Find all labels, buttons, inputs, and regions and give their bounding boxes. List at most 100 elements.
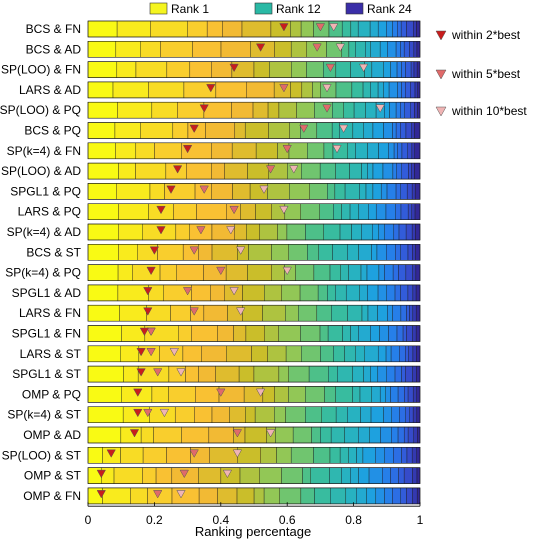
bar-segment: [378, 142, 389, 160]
bar-segment: [407, 426, 414, 444]
row-label: SP(k=4) & FN: [7, 144, 81, 158]
bar-segment: [400, 20, 407, 38]
bar-segment: [241, 20, 272, 38]
bar-segment: [87, 426, 122, 444]
bar-segment: [87, 223, 119, 241]
bar-segment: [217, 325, 234, 342]
legend-label: Rank 24: [367, 2, 412, 16]
bar-segment: [289, 183, 310, 200]
bar-segment: [361, 305, 369, 322]
bar-row: [87, 183, 421, 200]
bar-segment: [355, 142, 368, 160]
bar-segment: [206, 20, 223, 38]
bar-segment: [415, 305, 421, 322]
bar-segment: [401, 447, 408, 464]
bar-segment: [195, 386, 220, 403]
bar-segment: [278, 101, 297, 119]
bar-segment: [378, 223, 385, 241]
bar-outline: [87, 264, 421, 281]
bar-segment: [411, 223, 416, 241]
bar-segment: [407, 203, 412, 220]
bar-segment: [288, 244, 308, 261]
bar-segment: [135, 142, 155, 160]
bar-segment: [377, 284, 387, 302]
bar-segment: [274, 406, 286, 423]
bar-segment: [329, 447, 341, 464]
bar-segment: [414, 81, 418, 99]
marker-within-2: [96, 469, 106, 479]
bar-segment: [400, 284, 409, 302]
bar-row: [87, 122, 421, 139]
bar-segment: [302, 467, 311, 484]
bar-segment: [358, 244, 372, 261]
bar-outline: [87, 467, 421, 484]
bar-segment: [385, 203, 396, 220]
bar-segment: [231, 142, 257, 160]
bar-segment: [87, 61, 118, 78]
bar-segment: [255, 203, 272, 220]
bar-segment: [335, 81, 353, 99]
bar-segment: [196, 203, 227, 220]
marker-within-10: [176, 490, 186, 499]
bar-segment: [255, 142, 278, 160]
marker-within-10: [332, 145, 342, 154]
bar-segment: [399, 345, 406, 362]
bar-segment: [386, 244, 396, 261]
marker-within-10: [329, 23, 339, 32]
bar-segment: [412, 365, 417, 383]
marker-within-5: [279, 84, 289, 93]
marker-within-10: [169, 348, 179, 357]
marker-within-2: [143, 307, 153, 316]
bar-segment: [296, 101, 315, 119]
marker-within-5: [282, 145, 292, 154]
bar-segment: [377, 345, 387, 362]
bar-segment: [400, 244, 409, 261]
marker-within-2: [182, 145, 193, 154]
bar-segment: [407, 244, 413, 261]
marker-within-5: [199, 185, 209, 194]
bar-segment: [290, 447, 314, 464]
bar-segment: [350, 20, 359, 38]
bar-segment: [360, 264, 368, 281]
bar-segment: [348, 264, 362, 281]
bar-segment: [377, 305, 388, 322]
bar-segment: [116, 20, 151, 38]
bar-segment: [412, 386, 417, 403]
bar-segment: [305, 386, 325, 403]
bar-segment: [377, 20, 387, 38]
marker-within-5: [179, 469, 189, 479]
x-tick-label: 0: [85, 513, 92, 527]
bar-segment: [203, 305, 228, 322]
bar-segment: [400, 203, 409, 220]
bar-segment: [285, 406, 306, 423]
bar-segment: [166, 447, 191, 464]
marker-within-2: [206, 84, 216, 93]
bar-segment: [87, 41, 117, 58]
bar-segment: [411, 183, 416, 200]
bar-segment: [157, 244, 184, 261]
bar-segment: [224, 162, 248, 180]
row-label: LARS & PQ: [18, 205, 81, 219]
bar-segment: [415, 325, 421, 342]
bar-segment: [412, 264, 417, 281]
bar-segment: [140, 122, 174, 139]
bar-segment: [412, 487, 418, 505]
bar-segment: [327, 284, 336, 302]
bar-segment: [115, 142, 137, 160]
bar-segment: [215, 81, 247, 99]
bar-segment: [318, 244, 333, 261]
bar-segment: [349, 162, 362, 180]
bar-segment: [347, 305, 363, 322]
bar-segment: [211, 406, 230, 423]
bar-segment: [252, 101, 269, 119]
marker-within-10: [338, 124, 349, 134]
color-legend: Rank 1 Rank 12 Rank 24: [149, 2, 412, 16]
bar-segment: [393, 142, 398, 160]
bar-segment: [278, 365, 289, 383]
bar-segment: [335, 284, 347, 302]
bar-segment: [405, 122, 412, 139]
bar-row: [87, 101, 421, 119]
bar-row: [87, 304, 421, 322]
bar-outline: [87, 203, 421, 220]
bar-segment: [400, 487, 407, 505]
